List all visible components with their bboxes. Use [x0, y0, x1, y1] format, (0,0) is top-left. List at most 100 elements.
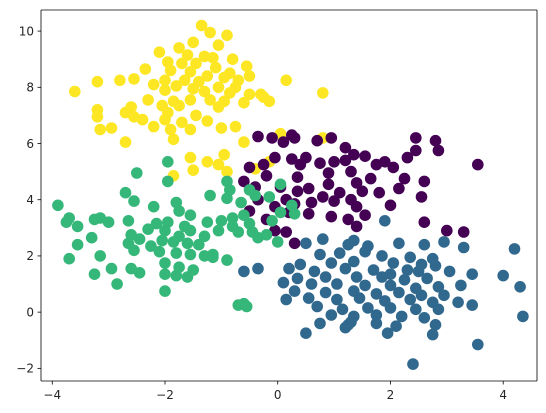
scatter-point: [457, 226, 470, 238]
scatter-point: [128, 195, 140, 207]
scatter-point: [317, 233, 329, 245]
scatter-point: [252, 130, 264, 143]
scatter-point: [339, 262, 352, 275]
scatter-point: [348, 255, 360, 268]
scatter-point: [91, 111, 104, 123]
scatter-point: [142, 94, 154, 106]
scatter-point: [221, 254, 233, 266]
scatter-point: [218, 148, 230, 161]
scatter-point: [350, 200, 363, 213]
scatter-point: [291, 272, 304, 285]
scatter-point: [159, 74, 171, 87]
scatter-point: [325, 309, 338, 321]
y-tick-label: 8: [26, 81, 34, 95]
scatter-point: [128, 73, 140, 85]
scatter-point: [271, 236, 284, 248]
scatter-point: [240, 300, 253, 313]
scatter-point: [418, 175, 431, 188]
scatter-point: [415, 191, 428, 203]
scatter-point: [283, 262, 295, 275]
scatter-point: [333, 186, 346, 199]
x-tick-label: 0: [274, 388, 282, 402]
scatter-point: [359, 245, 371, 258]
scatter-point: [387, 257, 400, 269]
x-axis-ticks: −4 −2 0 2 4: [43, 381, 507, 402]
scatter-point: [410, 303, 422, 316]
scatter-point: [178, 74, 191, 87]
scatter-point: [314, 248, 326, 261]
scatter-point: [393, 182, 405, 195]
scatter-point: [300, 327, 312, 340]
scatter-point: [404, 251, 417, 264]
scatter-point: [514, 281, 526, 293]
scatter-point: [438, 236, 450, 248]
scatter-point: [204, 94, 216, 106]
scatter-point: [410, 132, 422, 144]
scatter-point: [376, 271, 388, 283]
scatter-point: [198, 230, 211, 243]
scatter-point: [319, 286, 332, 299]
scatter-point: [243, 70, 256, 82]
scatter-point: [153, 245, 166, 258]
scatter-point: [328, 156, 340, 168]
x-tick-label: −2: [156, 388, 174, 402]
scatter-point: [390, 320, 402, 333]
y-tick-label: 4: [26, 193, 34, 207]
scatter-point: [342, 213, 355, 226]
scatter-point: [224, 184, 236, 196]
scatter-point: [331, 278, 343, 290]
scatter-point: [393, 286, 405, 299]
scatter-point: [69, 85, 81, 98]
scatter-point: [300, 237, 312, 250]
scatter-point: [311, 300, 324, 313]
scatter-point: [94, 250, 106, 262]
scatter-point: [508, 243, 521, 255]
scatter-point: [170, 269, 183, 282]
scatter-point: [466, 299, 479, 311]
scatter-point: [379, 215, 391, 227]
scatter-point: [291, 185, 304, 198]
scatter-point: [345, 165, 357, 178]
scatter-point: [173, 42, 185, 54]
scatter-point: [336, 303, 349, 316]
scatter-point: [221, 29, 233, 42]
scatter-point: [209, 61, 222, 74]
scatter-point: [167, 236, 180, 248]
scatter-point: [204, 189, 216, 202]
scatter-point: [198, 85, 211, 98]
scatter-point: [176, 116, 188, 129]
scatter-point: [370, 317, 383, 330]
scatter-point: [201, 70, 214, 82]
scatter-point: [429, 260, 442, 272]
scatter-point: [345, 316, 357, 328]
scatter-point: [286, 129, 298, 141]
scatter-point: [167, 133, 180, 146]
scatter-point: [226, 53, 239, 65]
scatter-point: [184, 248, 197, 261]
scatter-point: [426, 328, 439, 341]
scatter-point: [60, 216, 73, 228]
scatter-point: [238, 209, 250, 221]
scatter-point: [314, 157, 326, 169]
scatter-point: [294, 258, 307, 271]
y-tick-label: 0: [26, 305, 34, 319]
scatter-point: [415, 289, 428, 302]
scatter-points: [52, 19, 529, 370]
y-tick-label: 6: [26, 137, 34, 151]
scatter-point: [370, 158, 383, 171]
scatter-point: [333, 247, 346, 259]
scatter-point: [207, 52, 219, 64]
scatter-point: [133, 233, 146, 245]
scatter-point: [384, 199, 397, 212]
scatter-point: [401, 151, 414, 164]
scatter-point: [387, 161, 400, 174]
scatter-point: [370, 288, 383, 300]
scatter-point: [364, 172, 377, 185]
scatter-point: [288, 208, 301, 220]
scatter-point: [350, 220, 363, 233]
scatter-point: [159, 257, 171, 269]
scatter-point: [269, 151, 281, 164]
scatter-point: [317, 191, 329, 203]
scatter-point: [238, 96, 250, 109]
